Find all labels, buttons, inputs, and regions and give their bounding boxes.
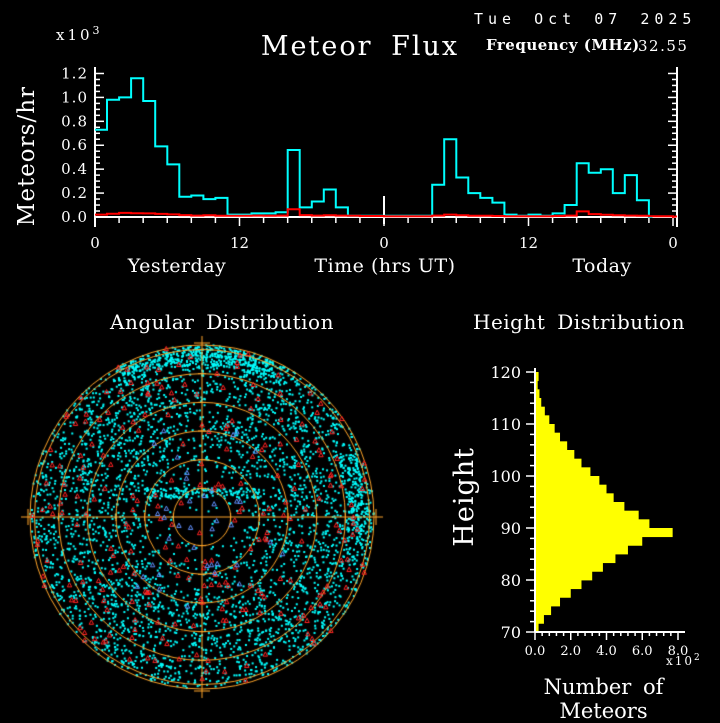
height-xtick-label: 8.0 xyxy=(668,644,689,659)
height-scale-exponent: 2 xyxy=(694,653,702,663)
height-bar xyxy=(535,415,550,425)
height-bar xyxy=(535,424,555,434)
flux-ytick-label: 1.0 xyxy=(61,88,88,106)
flux-ytick-label: 0.0 xyxy=(61,208,88,226)
height-xtick-label: 6.0 xyxy=(632,644,653,659)
frequency-value: 32.55 xyxy=(638,37,689,55)
height-bar xyxy=(535,519,650,529)
flux-chart: 0.0 0.2 0.4 0.6 0.8 1.0 1.2 0 12 0 12 0 xyxy=(61,64,678,252)
height-bar xyxy=(535,606,552,616)
height-ytick-label: 100 xyxy=(490,467,521,486)
height-bar xyxy=(535,476,600,486)
height-bar xyxy=(535,467,591,477)
height-bar xyxy=(535,372,539,382)
meteor-rate-series xyxy=(95,77,653,218)
height-bar xyxy=(535,580,582,590)
height-bar xyxy=(535,502,625,512)
height-bar xyxy=(535,484,607,494)
page-title: Meteor Flux xyxy=(260,31,460,62)
angular-distribution-title: Angular Distribution xyxy=(110,310,334,334)
height-xtick-label: 0.0 xyxy=(525,644,546,659)
angular-distribution-plot xyxy=(10,335,400,707)
height-bar xyxy=(535,588,571,598)
height-ytick-label: 80 xyxy=(501,571,521,590)
flux-xtick-label: 12 xyxy=(230,234,249,252)
height-bar xyxy=(535,398,542,408)
flux-xtick-label: 12 xyxy=(519,234,538,252)
flux-ytick-label: 0.4 xyxy=(61,160,88,178)
height-bar xyxy=(535,528,673,538)
flux-xtick-label: 0 xyxy=(668,234,678,252)
height-bar xyxy=(535,406,545,416)
flux-xtick-label: 0 xyxy=(90,234,100,252)
height-bar xyxy=(535,562,603,572)
x-axis-label-time: Time (hrs UT) xyxy=(314,255,456,277)
height-ytick-label: 120 xyxy=(490,363,521,382)
height-bar xyxy=(535,571,593,581)
flux-ytick-label: 0.2 xyxy=(61,184,88,202)
height-bar xyxy=(535,614,544,624)
height-ytick-label: 110 xyxy=(490,415,521,434)
height-bar xyxy=(535,623,539,633)
frequency-label: Frequency (MHz) xyxy=(486,36,640,54)
height-xtick-label: 2.0 xyxy=(560,644,581,659)
height-bar xyxy=(535,380,538,390)
height-bar xyxy=(535,389,540,399)
x-section-yesterday: Yesterday xyxy=(127,255,227,277)
height-chart: 70 80 90 100 110 120 0.0 2.0 4.0 6.0 8.0 xyxy=(490,363,689,659)
flux-ytick-label: 1.2 xyxy=(61,64,88,82)
height-bar xyxy=(535,432,561,442)
flux-y-scale-label: x103 xyxy=(56,24,103,44)
background-rate-series xyxy=(95,208,678,219)
flux-ytick-label: 0.8 xyxy=(61,112,88,130)
flux-scale-base: x10 xyxy=(56,26,93,44)
height-scale-base: x10 xyxy=(666,654,695,668)
height-x-axis-label: Number of Meteors xyxy=(543,675,664,723)
height-ytick-label: 70 xyxy=(501,623,521,642)
flux-xtick-label: 0 xyxy=(379,234,389,252)
height-x-scale-label: x102 xyxy=(666,653,702,668)
height-bar xyxy=(535,458,582,468)
height-bar xyxy=(535,493,614,503)
height-bar xyxy=(535,554,616,564)
date-label: Tue Oct 07 2025 xyxy=(474,10,697,28)
height-bar xyxy=(535,536,643,546)
x-section-today: Today xyxy=(572,255,632,277)
flux-ytick-label: 0.6 xyxy=(61,136,88,154)
height-bar xyxy=(535,510,639,520)
height-bar xyxy=(535,450,575,460)
flux-scale-exponent: 3 xyxy=(92,24,103,37)
height-xtick-label: 4.0 xyxy=(596,644,617,659)
height-ytick-label: 90 xyxy=(501,519,521,538)
height-bar xyxy=(535,597,561,607)
height-bar xyxy=(535,441,568,451)
height-distribution-title: Height Distribution xyxy=(473,310,685,334)
height-bar xyxy=(535,545,628,555)
